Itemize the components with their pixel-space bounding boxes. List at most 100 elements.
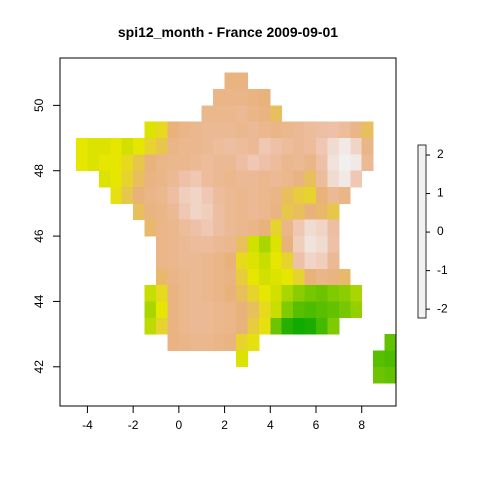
raster-cell [247, 268, 260, 286]
raster-cell [236, 187, 248, 204]
raster-cell [236, 285, 248, 302]
raster-cell [258, 252, 271, 270]
raster-cell [281, 285, 294, 302]
raster-cell [350, 121, 363, 139]
raster-cell [281, 203, 294, 221]
x-tick-label: -4 [82, 418, 93, 432]
raster-cell [304, 203, 317, 221]
raster-cell [201, 203, 214, 221]
raster-cell [316, 121, 328, 139]
raster-cell [247, 105, 260, 123]
raster-cell [213, 268, 225, 286]
raster-cell [270, 170, 283, 188]
raster-cell [167, 285, 180, 302]
raster-cell [293, 121, 305, 139]
raster-cell [304, 170, 317, 188]
raster-cell [224, 219, 237, 237]
raster-cell [167, 203, 180, 221]
raster-cell [316, 301, 328, 319]
raster-cell [247, 252, 260, 270]
raster-cell [236, 219, 248, 237]
raster-cell [258, 170, 271, 188]
raster-cell [133, 170, 145, 188]
raster-cell [384, 334, 397, 351]
raster-cell [270, 187, 283, 204]
raster-cell [156, 138, 168, 155]
raster-cell [316, 268, 328, 286]
raster-cell [293, 138, 305, 155]
raster-cell [293, 219, 305, 237]
raster-cell [236, 317, 248, 335]
raster-cell [258, 121, 271, 139]
raster-cell [178, 219, 191, 237]
raster-cell [201, 105, 214, 123]
colorbar-tick-label: 1 [437, 186, 444, 200]
raster-cell [247, 285, 260, 302]
raster-cell [224, 203, 237, 221]
raster-cell [190, 285, 203, 302]
raster-cell [224, 252, 237, 270]
raster-cell [213, 236, 225, 253]
colorbar-tick-label: 2 [437, 147, 444, 161]
raster-cell [167, 121, 180, 139]
raster-cell [293, 301, 305, 319]
raster-cell [384, 350, 397, 368]
raster-cell [293, 317, 305, 335]
raster-cell [156, 285, 168, 302]
raster-cell [178, 252, 191, 270]
raster-cell [258, 105, 271, 123]
plot-frame [59, 57, 397, 407]
raster-cell [87, 154, 100, 172]
raster-cell [133, 203, 145, 221]
raster-cell [190, 203, 203, 221]
raster-cell [338, 121, 351, 139]
raster-cell [316, 219, 328, 237]
raster-cell [247, 170, 260, 188]
raster-cell [247, 334, 260, 351]
raster-cell [247, 317, 260, 335]
raster-cell [247, 187, 260, 204]
raster-cell [213, 154, 225, 172]
raster-cell [178, 154, 191, 172]
raster-cell [236, 170, 248, 188]
raster-cell [224, 72, 237, 90]
raster-cell [270, 268, 283, 286]
x-tick-label: -2 [128, 418, 139, 432]
raster-cell [224, 105, 237, 123]
raster-cell [178, 268, 191, 286]
raster-cell [258, 285, 271, 302]
raster-cell [236, 236, 248, 253]
raster-cell [201, 268, 214, 286]
raster-cell [281, 252, 294, 270]
raster-cell [190, 334, 203, 351]
raster-cell [201, 317, 214, 335]
raster-cell [304, 301, 317, 319]
raster-cell [178, 334, 191, 351]
raster-cell [270, 154, 283, 172]
x-tick-label: 6 [313, 418, 320, 432]
raster-cell [190, 121, 203, 139]
raster-cell [316, 236, 328, 253]
raster-cell [270, 317, 283, 335]
colorbar-tick-label: 0 [437, 224, 444, 238]
raster-cell [293, 203, 305, 221]
raster-cell [178, 203, 191, 221]
raster-cell [338, 187, 351, 204]
raster-cell [281, 187, 294, 204]
raster-cell [338, 285, 351, 302]
raster-cell [167, 317, 180, 335]
raster-cell [213, 252, 225, 270]
x-tick-label: 4 [267, 418, 274, 432]
raster-cell [258, 138, 271, 155]
raster-cell [110, 154, 123, 172]
raster-cell [316, 138, 328, 155]
raster-cell [190, 252, 203, 270]
raster-cell [224, 89, 237, 106]
raster-cell [156, 203, 168, 221]
raster-cell [258, 219, 271, 237]
raster-cell [327, 170, 340, 188]
raster-cell [361, 121, 374, 139]
raster-cell [270, 219, 283, 237]
raster-cell [316, 203, 328, 221]
raster-cell [247, 154, 260, 172]
